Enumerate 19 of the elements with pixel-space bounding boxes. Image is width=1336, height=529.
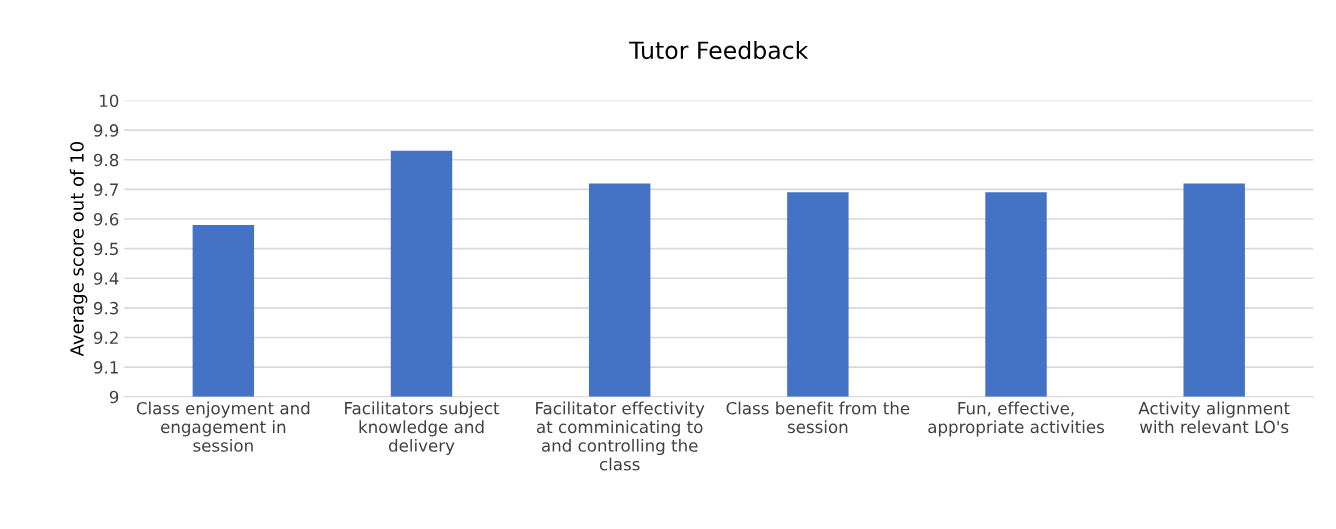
x-tick-label: Fun, effective, appropriate activities (928, 401, 1104, 437)
x-tick-label: Facilitators subject knowledge and delivery (345, 401, 500, 456)
y-tick-label: 10 (100, 94, 119, 108)
x-tick-label: Class enjoyment and engagement in session (136, 401, 310, 452)
y-tick-label: 9.4 (93, 272, 119, 285)
x-tick-label: Facilitator effectivity at comminicating to and controlling the class (536, 401, 705, 471)
y-tick-label: 9.2 (93, 331, 118, 345)
y-tick-label: 9.6 (93, 212, 119, 226)
chart-title: Tutor Feedback (629, 40, 809, 60)
y-tick-label: 9.3 (93, 301, 119, 315)
y-tick-label: 9.8 (93, 153, 119, 167)
x-tick-label: Class benefit from the session (726, 401, 910, 434)
y-tick-label: 9.5 (93, 242, 118, 256)
y-tick-label: 9.7 (93, 183, 118, 196)
y-tick-label: 9.1 (93, 361, 118, 374)
x-tick-label: Activity alignment with relevant LO's (1138, 401, 1290, 434)
y-axis-title: Average score out of 10 (69, 142, 88, 357)
y-tick-label: 9 (109, 390, 119, 404)
y-tick-label: 9.9 (93, 124, 119, 137)
